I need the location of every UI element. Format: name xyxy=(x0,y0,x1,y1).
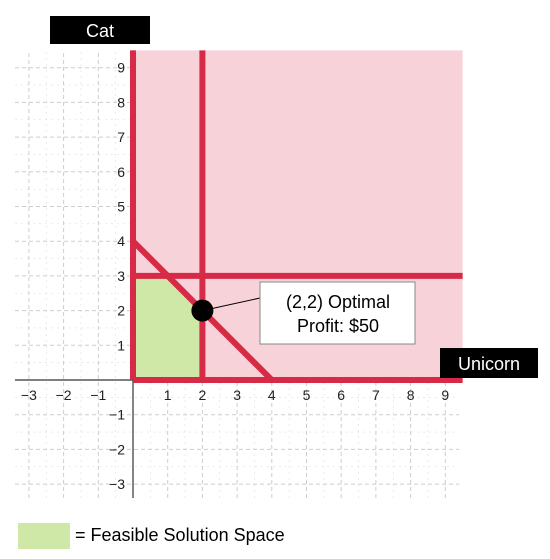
feasible-region xyxy=(133,275,203,380)
legend-text: = Feasible Solution Space xyxy=(75,525,285,545)
y-axis-label: Cat xyxy=(50,16,150,44)
y-tick-label: 9 xyxy=(117,60,125,76)
x-axis-label-text: Unicorn xyxy=(458,354,520,374)
y-tick-label: −2 xyxy=(109,441,125,457)
y-tick-label: 6 xyxy=(117,164,125,180)
x-tick-label: 9 xyxy=(441,387,449,403)
annotation-box: (2,2) Optimal Profit: $50 xyxy=(259,281,416,345)
y-tick-label: 3 xyxy=(117,268,125,284)
x-tick-label: 5 xyxy=(303,387,311,403)
x-tick-label: 7 xyxy=(372,387,380,403)
annotation-line-1: (2,2) Optimal xyxy=(286,292,390,312)
x-tick-label: 3 xyxy=(233,387,241,403)
y-tick-label: 1 xyxy=(117,337,125,353)
y-tick-label: 4 xyxy=(117,233,125,249)
annotation-line-2: Profit: $50 xyxy=(297,316,379,336)
y-tick-label: 5 xyxy=(117,199,125,215)
x-tick-label: 1 xyxy=(164,387,172,403)
y-tick-label: 2 xyxy=(117,303,125,319)
y-tick-label: −1 xyxy=(109,407,125,423)
y-tick-label: 7 xyxy=(117,129,125,145)
y-tick-label: −3 xyxy=(109,476,125,492)
y-axis-label-text: Cat xyxy=(86,21,114,41)
x-axis-label: Unicorn xyxy=(440,348,538,378)
x-tick-label: 4 xyxy=(268,387,276,403)
x-tick-label: 8 xyxy=(407,387,415,403)
x-tick-label: −3 xyxy=(21,387,37,403)
x-tick-label: 6 xyxy=(337,387,345,403)
optimal-point xyxy=(191,299,214,322)
tick-labels: −3 −2 −1 1 2 3 4 5 6 7 8 9 −3 −2 −1 1 2 3 4 5 6 7 8 9 xyxy=(21,60,449,492)
y-tick-label: 8 xyxy=(117,94,125,110)
x-tick-label: −2 xyxy=(56,387,72,403)
x-tick-label: −1 xyxy=(90,387,106,403)
legend-swatch xyxy=(18,523,70,549)
x-tick-label: 2 xyxy=(199,387,207,403)
